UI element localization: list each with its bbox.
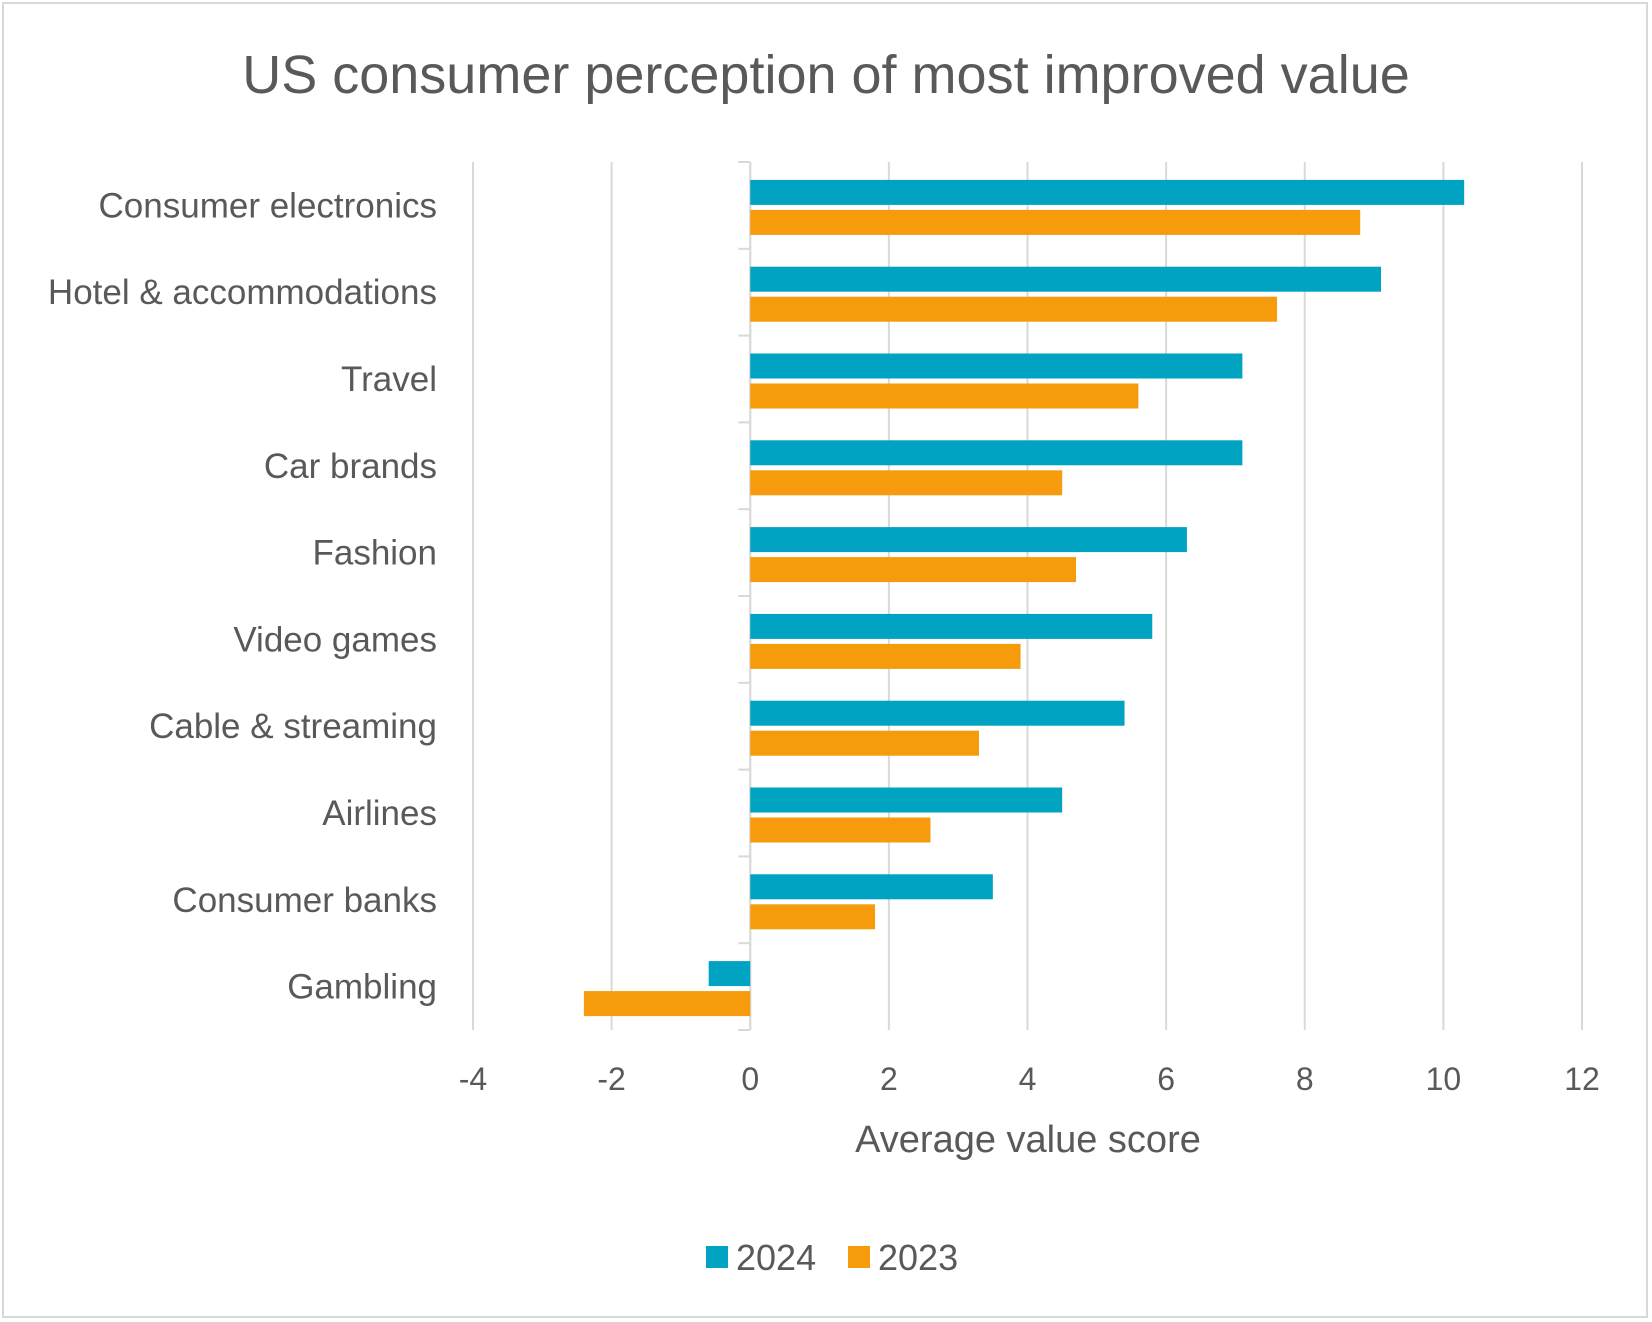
bar-2023 [583, 991, 751, 1017]
x-axis-label: Average value score [855, 1119, 1201, 1161]
x-tick-label: 6 [1157, 1061, 1175, 1097]
bar-2024 [750, 613, 1153, 639]
chart-title: US consumer perception of most improved … [242, 45, 1410, 105]
category-label: Cable & streaming [149, 707, 437, 746]
bar-2024 [750, 527, 1187, 553]
legend-swatch-2024 [706, 1246, 728, 1268]
x-tick-labels: -4 -2 0 2 4 6 8 10 12 [459, 1061, 1600, 1097]
bar-2024 [750, 440, 1243, 466]
x-tick-label: -4 [459, 1061, 487, 1097]
bar-2023 [750, 643, 1021, 669]
bar-2023 [750, 383, 1139, 409]
category-label: Fashion [312, 534, 437, 573]
category-axis [738, 161, 752, 1031]
bar-2024 [750, 874, 993, 900]
bar-2023 [750, 730, 979, 756]
bar-2023 [750, 296, 1278, 322]
bars [583, 179, 1465, 1017]
legend-label: 2023 [878, 1237, 958, 1278]
legend: 2024 2023 [706, 1237, 958, 1278]
x-tick-label: 4 [1019, 1061, 1037, 1097]
category-label: Travel [341, 360, 437, 399]
gridlines [472, 162, 1583, 1030]
bar-2024 [750, 353, 1243, 379]
legend-label: 2024 [736, 1237, 816, 1278]
bar-2024 [708, 961, 751, 987]
bar-2024 [750, 179, 1465, 205]
legend-swatch-2023 [848, 1246, 870, 1268]
x-tick-label: 0 [741, 1061, 759, 1097]
category-label: Consumer electronics [99, 186, 437, 225]
category-labels: Consumer electronics Hotel & accommodatio… [48, 186, 437, 1006]
bar-2023 [750, 470, 1063, 496]
x-tick-label: -2 [597, 1061, 625, 1097]
x-tick-label: 8 [1296, 1061, 1314, 1097]
category-label: Consumer banks [172, 881, 437, 920]
category-label: Video games [233, 620, 437, 659]
bar-2023 [750, 904, 876, 930]
bar-2024 [750, 787, 1063, 813]
category-label: Airlines [322, 794, 437, 833]
x-tick-label: 12 [1564, 1061, 1600, 1097]
x-tick-label: 10 [1426, 1061, 1462, 1097]
bar-2023 [750, 817, 931, 843]
category-label: Gambling [287, 968, 437, 1007]
bar-2023 [750, 557, 1077, 583]
category-label: Hotel & accommodations [48, 273, 437, 312]
category-label: Car brands [264, 447, 437, 486]
x-tick-label: 2 [880, 1061, 898, 1097]
bar-2023 [750, 209, 1361, 235]
bar-2024 [750, 266, 1381, 292]
bar-2024 [750, 700, 1125, 726]
